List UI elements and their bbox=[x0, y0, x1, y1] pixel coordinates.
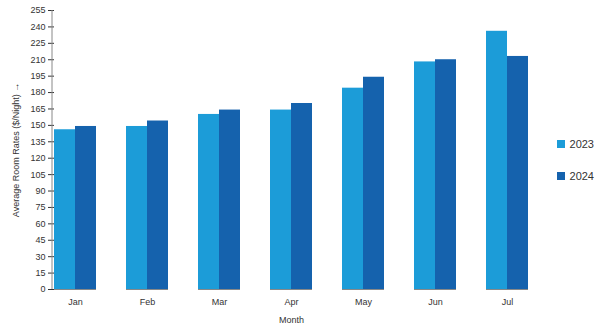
svg-text:May: May bbox=[355, 297, 373, 307]
svg-text:195: 195 bbox=[30, 71, 45, 81]
svg-text:75: 75 bbox=[35, 202, 45, 212]
svg-text:Average Room Rates ($/Night) →: Average Room Rates ($/Night) → bbox=[11, 83, 21, 217]
svg-text:30: 30 bbox=[35, 252, 45, 262]
svg-text:Jul: Jul bbox=[502, 297, 514, 307]
svg-text:Mar: Mar bbox=[212, 297, 228, 307]
svg-text:120: 120 bbox=[30, 153, 45, 163]
svg-text:240: 240 bbox=[30, 22, 45, 32]
svg-text:150: 150 bbox=[30, 120, 45, 130]
svg-text:Feb: Feb bbox=[140, 297, 156, 307]
svg-text:Month: Month bbox=[279, 315, 304, 325]
svg-text:225: 225 bbox=[30, 38, 45, 48]
svg-text:105: 105 bbox=[30, 169, 45, 179]
svg-text:Jun: Jun bbox=[428, 297, 443, 307]
svg-text:45: 45 bbox=[35, 235, 45, 245]
svg-text:180: 180 bbox=[30, 87, 45, 97]
html-text:2023: 2023 bbox=[569, 138, 594, 150]
svg-text:135: 135 bbox=[30, 137, 45, 147]
svg-text:210: 210 bbox=[30, 55, 45, 65]
html-text:2024: 2024 bbox=[569, 170, 594, 182]
svg-text:60: 60 bbox=[35, 219, 45, 229]
svg-text:15: 15 bbox=[35, 268, 45, 278]
svg-text:90: 90 bbox=[35, 186, 45, 196]
svg-text:255: 255 bbox=[30, 5, 45, 15]
svg-text:165: 165 bbox=[30, 104, 45, 114]
svg-text:0: 0 bbox=[40, 284, 45, 294]
svg-text:Apr: Apr bbox=[284, 297, 298, 307]
svg-text:Jan: Jan bbox=[68, 297, 83, 307]
